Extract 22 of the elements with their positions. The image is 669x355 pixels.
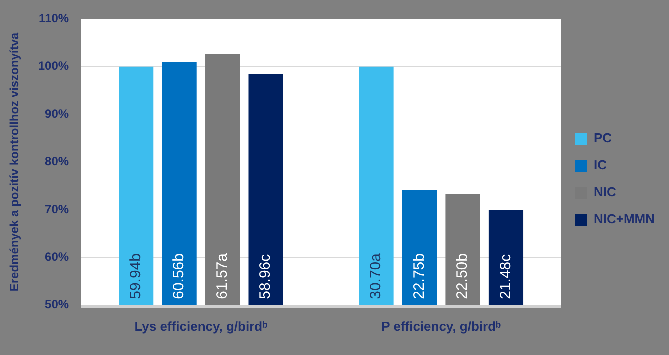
y-tick-label: 60% xyxy=(45,250,70,264)
annotation: 60.56b xyxy=(170,254,188,300)
legend-label: NIC+MMN xyxy=(594,212,656,227)
annotation: 61.57a xyxy=(214,252,231,300)
annotation: 21.48c xyxy=(497,254,514,300)
y-tick-label: 100% xyxy=(38,59,70,74)
y-tick-label: 110% xyxy=(39,12,70,26)
y-tick-label: 50% xyxy=(45,298,70,312)
y-tick-label: 70% xyxy=(45,202,70,216)
annotation: 58.96c xyxy=(257,254,274,300)
y-tick-label: 80% xyxy=(45,154,70,169)
x-tick-label: P efficiency, g/birdᵇ xyxy=(382,318,502,334)
annotation: 30.70a xyxy=(368,252,385,300)
legend-label: NIC xyxy=(594,184,617,200)
x-tick-label: Lys efficiency, g/birdᵇ xyxy=(134,318,268,334)
legend-label: PC xyxy=(594,130,613,146)
y-axis-title: Eredmények a pozitív kontrollhoz viszonyítva xyxy=(8,32,22,292)
annotation: 22.75b xyxy=(410,254,428,300)
legend-label: IC xyxy=(594,158,608,173)
annotation: 59.94b xyxy=(127,254,144,300)
annotation: 22.50b xyxy=(454,254,472,300)
y-tick-label: 90% xyxy=(45,106,70,121)
